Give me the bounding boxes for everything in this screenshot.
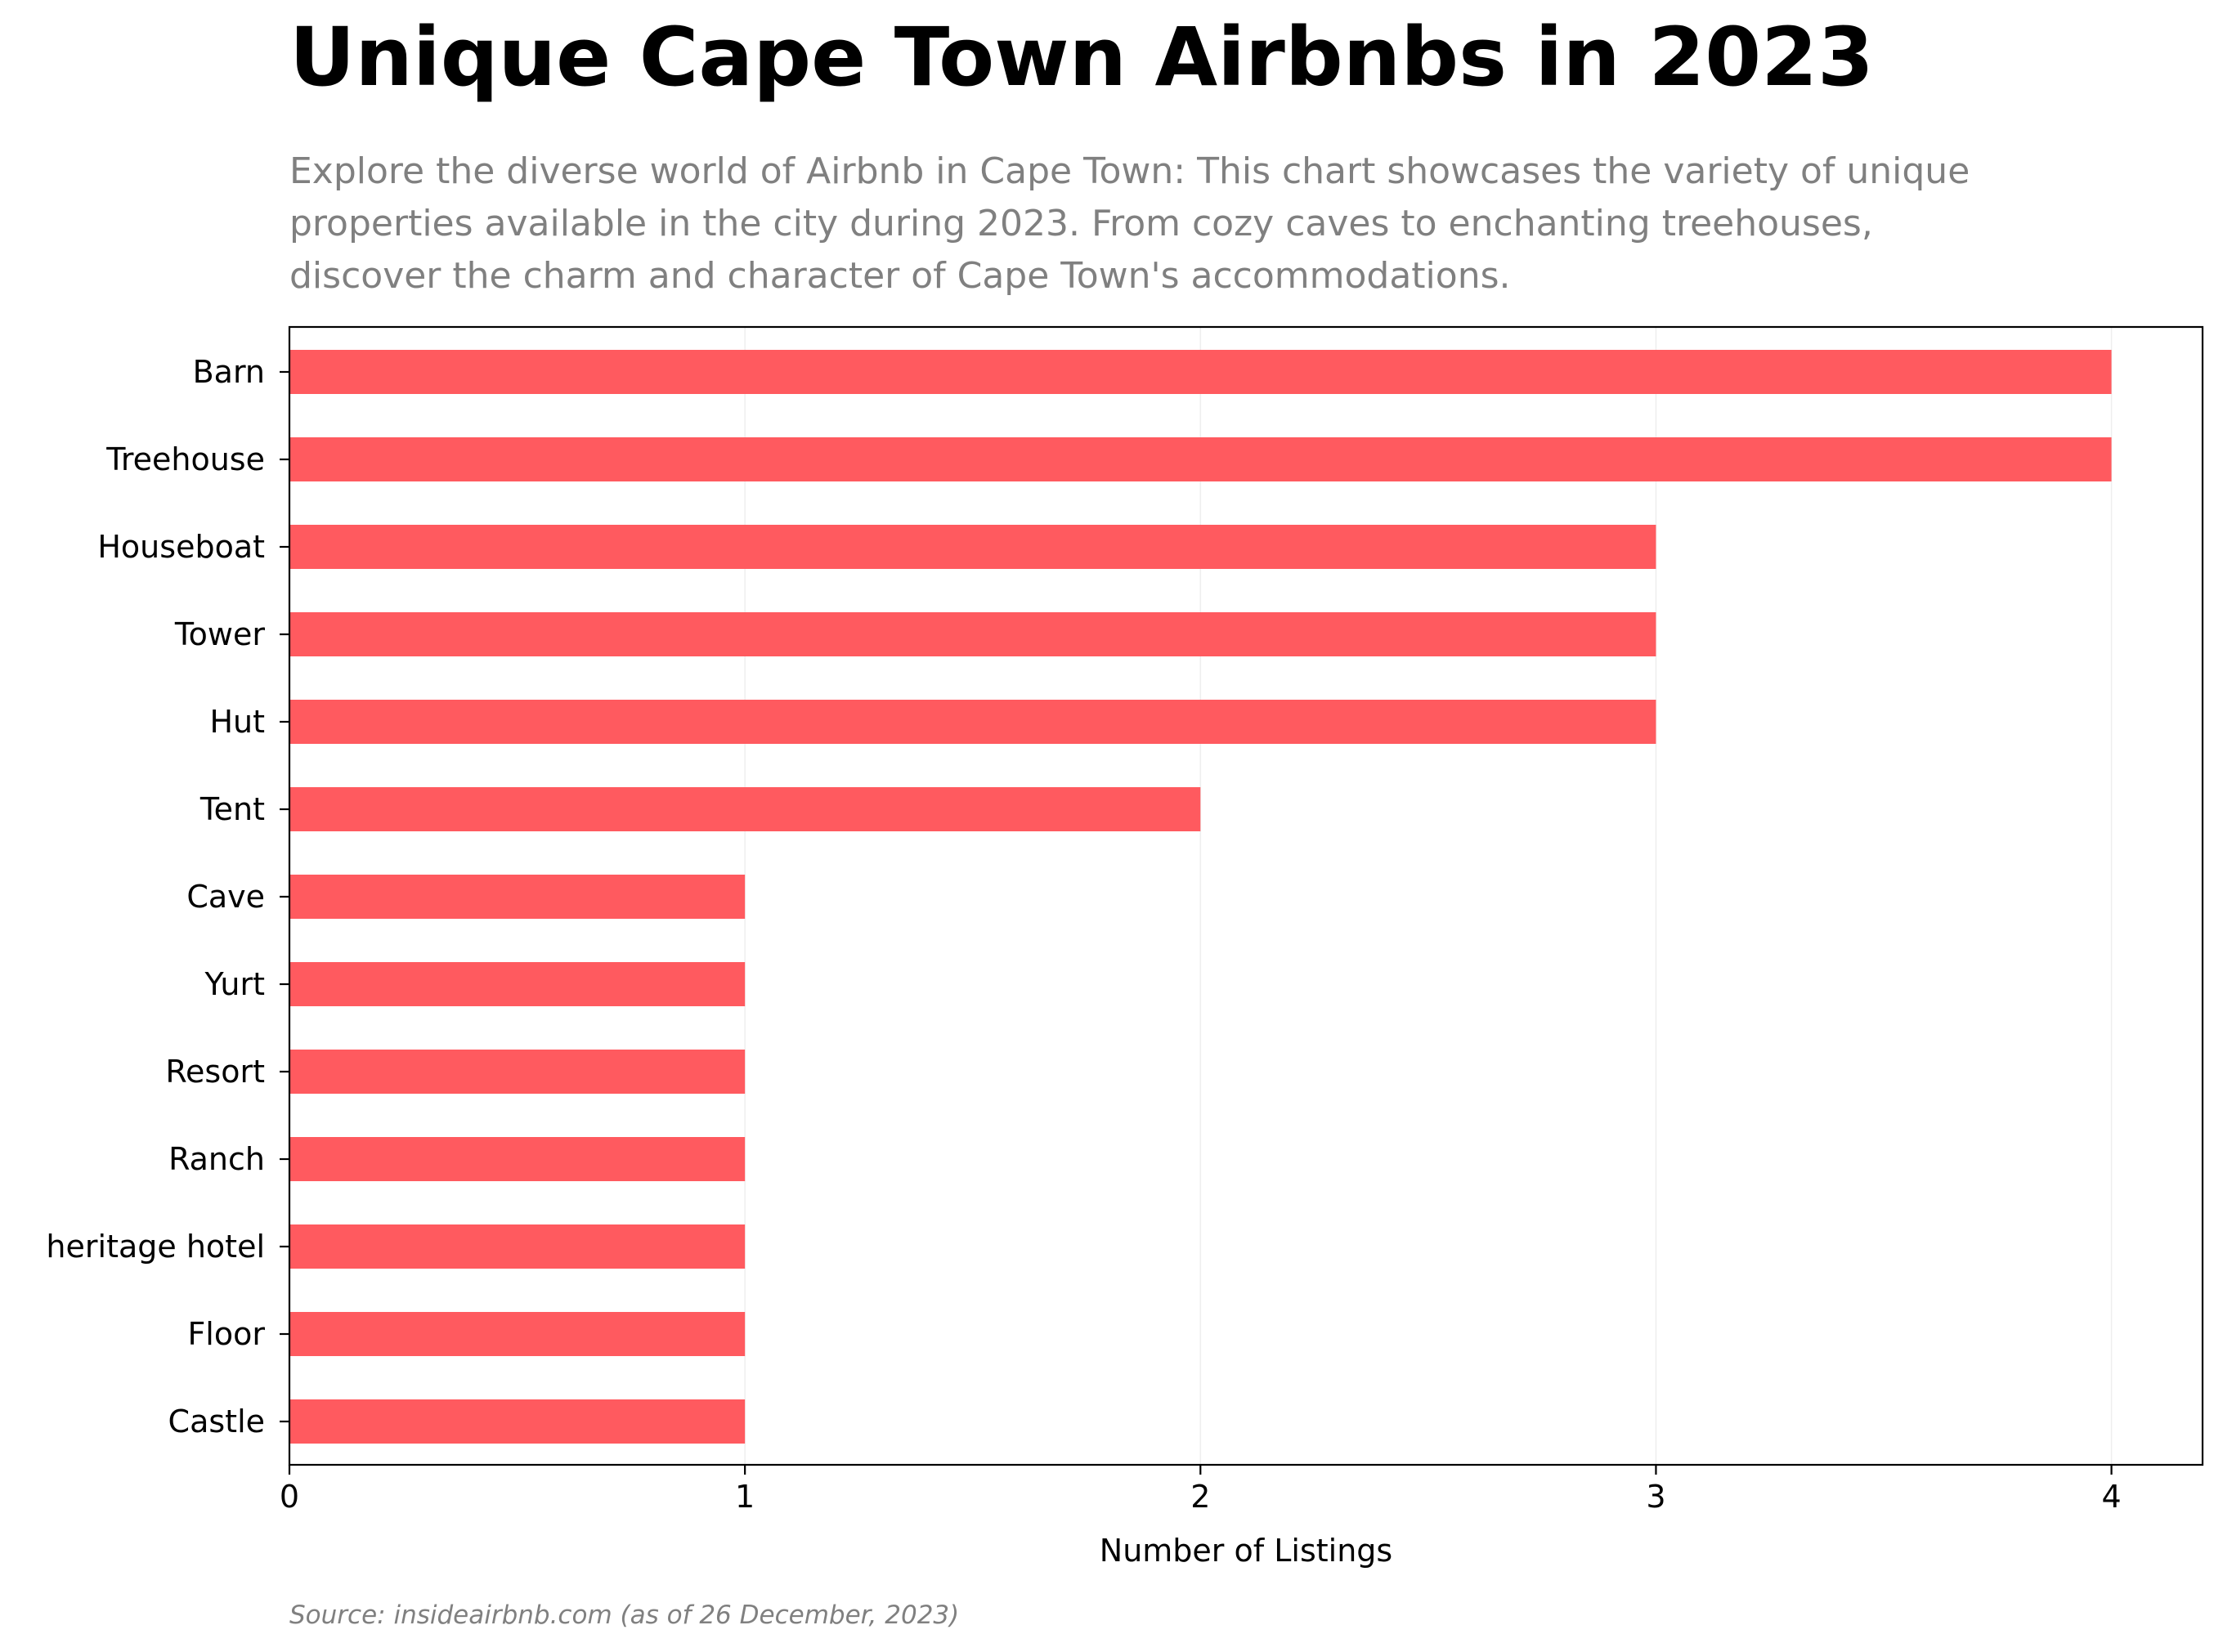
bar-treehouse	[289, 437, 2112, 481]
subtitle-line-3: discover the charm and character of Cape…	[289, 255, 1511, 297]
bar-tent	[289, 787, 1201, 831]
x-axis-label: Number of Listings	[1100, 1533, 1392, 1569]
x-tick-label: 0	[280, 1479, 299, 1515]
plot-frame	[288, 325, 2204, 1466]
y-tick-label: Barn	[193, 354, 265, 390]
chart-title: Unique Cape Town Airbnbs in 2023	[289, 11, 1874, 105]
bar-yurt	[289, 962, 746, 1006]
bar-houseboat	[289, 525, 1656, 569]
y-tick-label: heritage hotel	[46, 1229, 265, 1265]
bar-floor	[289, 1312, 746, 1356]
x-tick-label: 3	[1646, 1479, 1665, 1515]
y-tick-label: Resort	[165, 1054, 265, 1090]
bar-heritage-hotel	[289, 1224, 746, 1269]
bar-hut	[289, 700, 1656, 744]
y-tick-label: Houseboat	[97, 529, 265, 565]
chart-subtitle: Explore the diverse world of Airbnb in C…	[289, 146, 2219, 302]
x-tick-label: 4	[2101, 1479, 2121, 1515]
y-tick-label: Treehouse	[105, 441, 265, 477]
bar-tower	[289, 612, 1656, 656]
y-tick-label: Floor	[187, 1316, 265, 1352]
bar-cave	[289, 875, 746, 919]
source-note: Source: insideairbnb.com (as of 26 Decem…	[289, 1601, 960, 1630]
y-tick-label: Hut	[209, 704, 265, 740]
bar-castle	[289, 1399, 746, 1444]
subtitle-line-2: properties available in the city during …	[289, 203, 1873, 244]
y-tick-label: Cave	[186, 879, 265, 915]
bar-resort	[289, 1050, 746, 1094]
subtitle-line-1: Explore the diverse world of Airbnb in C…	[289, 150, 1970, 192]
bars-layer	[289, 350, 2112, 1444]
y-tick-label: Tower	[174, 616, 265, 652]
bar-barn	[289, 350, 2112, 394]
x-tick-label: 1	[735, 1479, 755, 1515]
bar-ranch	[289, 1137, 746, 1181]
y-tick-label: Castle	[168, 1404, 265, 1439]
y-tick-label: Ranch	[168, 1141, 265, 1177]
x-tick-label: 2	[1190, 1479, 1210, 1515]
y-tick-label: Tent	[199, 791, 265, 827]
axis-layer: Barn Treehouse Houseboat Tower Hut Tent Cave Yu…	[46, 325, 2204, 1515]
y-tick-label: Yurt	[204, 966, 265, 1002]
